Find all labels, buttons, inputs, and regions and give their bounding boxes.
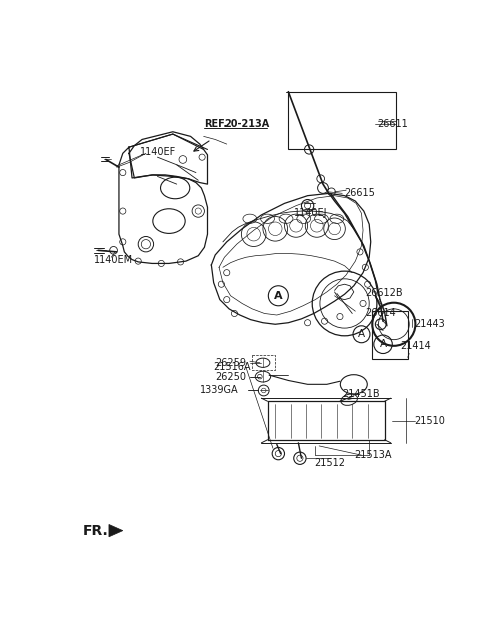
Text: 26615: 26615 (345, 188, 375, 198)
Text: A: A (274, 291, 283, 301)
Text: 26250: 26250 (215, 371, 246, 382)
Text: 21510: 21510 (414, 417, 445, 426)
Text: 26259: 26259 (215, 358, 246, 368)
Text: 1140EF: 1140EF (140, 147, 176, 157)
Text: 26611: 26611 (377, 119, 408, 129)
Text: A: A (358, 329, 365, 339)
Text: REF.: REF. (204, 119, 228, 129)
Text: 26612B: 26612B (365, 289, 403, 298)
Text: 21513A: 21513A (354, 450, 391, 460)
Polygon shape (109, 525, 123, 537)
Text: 1140EJ: 1140EJ (294, 209, 327, 218)
Bar (288, 92, 396, 149)
Text: A: A (380, 339, 386, 349)
Text: 1339GA: 1339GA (200, 385, 239, 396)
Text: 21512: 21512 (314, 458, 345, 468)
Text: 1140EM: 1140EM (94, 254, 132, 265)
Text: 21516A: 21516A (214, 363, 251, 373)
Text: 21451B: 21451B (342, 389, 380, 399)
Text: 26614: 26614 (365, 308, 396, 319)
Text: 21414: 21414 (400, 341, 431, 351)
Text: FR.: FR. (83, 523, 108, 537)
Text: 20-213A: 20-213A (225, 119, 270, 129)
Bar (372, 311, 408, 359)
Text: 21443: 21443 (414, 319, 444, 329)
